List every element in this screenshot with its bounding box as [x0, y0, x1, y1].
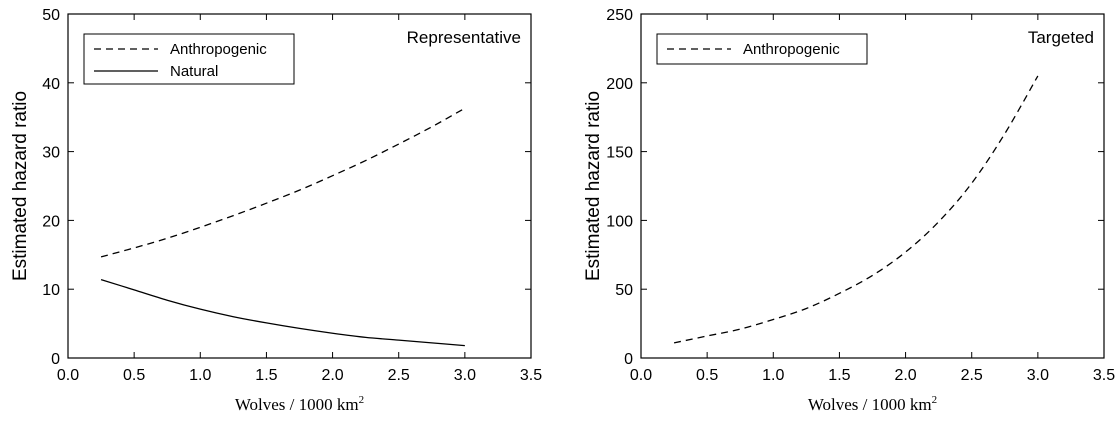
x-tick-label: 2.5	[961, 367, 983, 384]
series-line-anthropogenic	[673, 75, 1039, 344]
x-tick-label: 2.0	[894, 367, 916, 384]
y-tick-label: 20	[42, 213, 60, 230]
x-tick-label: 0.5	[123, 367, 145, 384]
x-axis-label-text: Wolves / 1000 km	[235, 395, 359, 414]
x-tick-label: 3.0	[1027, 367, 1049, 384]
y-tick-label: 150	[606, 145, 633, 162]
y-tick-label: 200	[606, 76, 633, 93]
x-axis-label: Wolves / 1000 km2	[808, 394, 937, 414]
x-tick-label: 3.5	[520, 367, 542, 384]
legend-label-natural: Natural	[170, 63, 218, 80]
x-tick-label: 0.5	[696, 367, 718, 384]
x-axis-label: Wolves / 1000 km2	[235, 394, 364, 414]
x-tick-label: 0.0	[630, 367, 652, 384]
x-tick-label: 1.5	[828, 367, 850, 384]
x-tick-label: 3.5	[1093, 367, 1115, 384]
x-tick-label: 3.0	[454, 367, 476, 384]
chart-representative: 0.0 0.5 1.0 1.5 2.0 2.5 3.0 3.5 0 10 20 30 40 50 Wolve…	[10, 7, 542, 414]
y-tick-label: 0	[51, 351, 60, 368]
x-axis-label-superscript: 2	[359, 394, 365, 406]
y-tick-label: 40	[42, 76, 60, 93]
plot-frame	[67, 13, 532, 359]
x-tick-label: 0.0	[57, 367, 79, 384]
y-axis-label: Estimated hazard ratio	[583, 91, 604, 281]
legend-label-anthropogenic: Anthropogenic	[743, 41, 840, 58]
plot-frame	[640, 13, 1105, 359]
x-tick-label: 1.5	[255, 367, 277, 384]
x-axis-label-superscript: 2	[932, 394, 938, 406]
y-tick-label: 50	[615, 282, 633, 299]
series-line-anthropogenic	[100, 107, 466, 258]
legend-label-anthropogenic: Anthropogenic	[170, 41, 267, 58]
x-tick-label: 2.5	[388, 367, 410, 384]
x-tick-label: 1.0	[189, 367, 211, 384]
y-tick-label: 30	[42, 145, 60, 162]
legend-box	[83, 33, 295, 85]
x-tick-label: 2.0	[321, 367, 343, 384]
chart-targeted: 0.0 0.5 1.0 1.5 2.0 2.5 3.0 3.5 0 50 100 150 200 250 W…	[583, 7, 1115, 414]
y-tick-label: 50	[42, 7, 60, 24]
x-axis-label-text: Wolves / 1000 km	[808, 395, 932, 414]
y-axis-label: Estimated hazard ratio	[10, 91, 31, 281]
panel-annotation: Representative	[407, 28, 521, 47]
panel-annotation: Targeted	[1028, 28, 1094, 47]
series-line-natural	[100, 278, 465, 347]
x-tick-label: 1.0	[762, 367, 784, 384]
y-tick-label: 0	[624, 351, 633, 368]
y-tick-label: 250	[606, 7, 633, 24]
y-tick-label: 10	[42, 282, 60, 299]
y-tick-label: 100	[606, 213, 633, 230]
